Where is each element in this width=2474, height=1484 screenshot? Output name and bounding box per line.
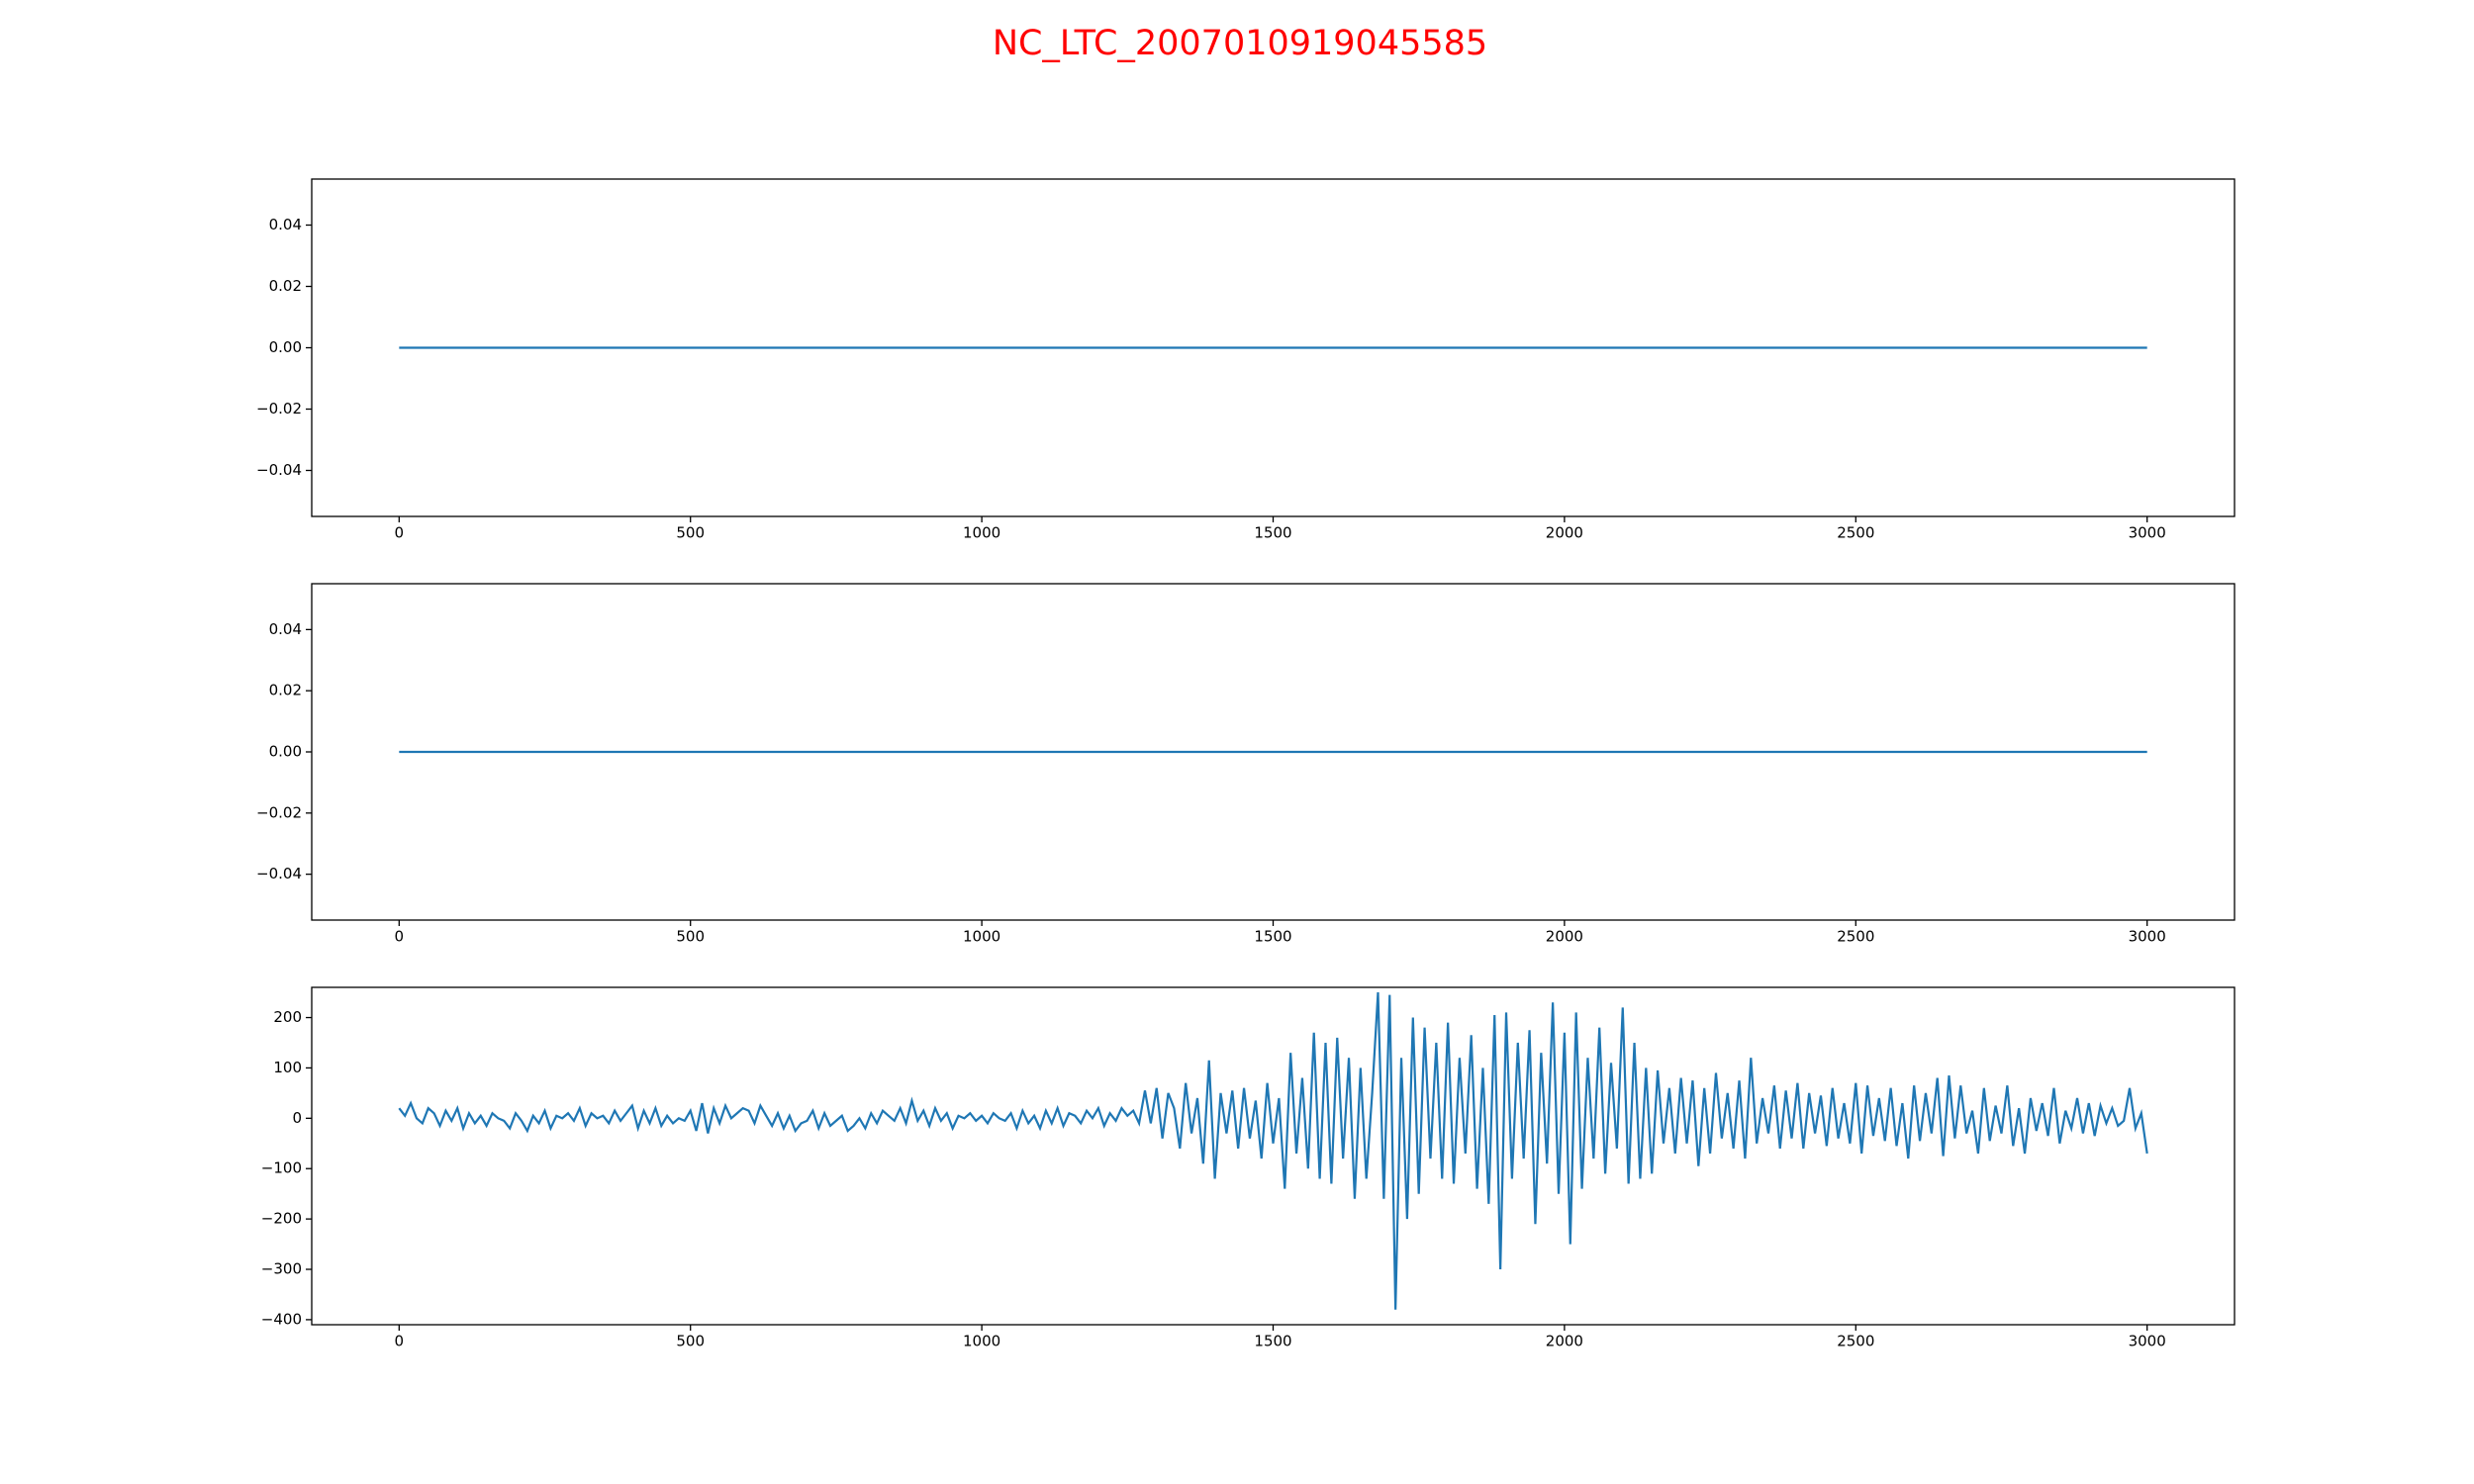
y-tick-label: 0.04 xyxy=(269,620,302,638)
x-tick-label: 2500 xyxy=(1837,928,1874,946)
y-tick-label: 0.00 xyxy=(269,338,302,356)
y-tick-label: 100 xyxy=(273,1059,302,1076)
y-tick-label: −200 xyxy=(261,1210,302,1228)
y-tick-label: −300 xyxy=(261,1260,302,1278)
y-tick-label: 0.02 xyxy=(269,682,302,699)
y-tick-label: −0.02 xyxy=(256,400,302,417)
x-tick-label: 1500 xyxy=(1254,928,1291,946)
figure-title: NC_LTC_2007010919045585 xyxy=(993,24,1487,63)
trace xyxy=(398,992,2148,1310)
x-tick-label: 3000 xyxy=(2129,928,2166,946)
y-tick-label: −100 xyxy=(261,1159,302,1177)
x-tick-label: 500 xyxy=(676,524,705,542)
y-tick-label: −0.04 xyxy=(256,461,302,479)
x-tick-label: 0 xyxy=(395,524,405,542)
x-tick-label: 0 xyxy=(395,928,405,946)
x-tick-label: 0 xyxy=(395,1333,405,1350)
x-tick-label: 2000 xyxy=(1546,928,1583,946)
x-tick-label: 2500 xyxy=(1837,1333,1874,1350)
y-tick-label: −400 xyxy=(261,1310,302,1328)
x-tick-label: 500 xyxy=(676,928,705,946)
y-tick-label: 0.02 xyxy=(269,277,302,295)
y-tick-label: −0.02 xyxy=(256,803,302,821)
y-tick-label: 0 xyxy=(292,1109,302,1127)
y-tick-label: 200 xyxy=(273,1008,302,1026)
x-tick-label: 1000 xyxy=(963,1333,1000,1350)
y-tick-label: 0.04 xyxy=(269,216,302,233)
x-tick-label: 2000 xyxy=(1546,524,1583,542)
y-tick-label: 0.00 xyxy=(269,743,302,761)
x-tick-label: 3000 xyxy=(2129,524,2166,542)
x-tick-label: 1000 xyxy=(963,524,1000,542)
x-tick-label: 1000 xyxy=(963,928,1000,946)
x-tick-label: 1500 xyxy=(1254,1333,1291,1350)
y-tick-label: −0.04 xyxy=(256,865,302,882)
x-tick-label: 2000 xyxy=(1546,1333,1583,1350)
x-tick-label: 500 xyxy=(676,1333,705,1350)
x-tick-label: 2500 xyxy=(1837,524,1874,542)
x-tick-label: 3000 xyxy=(2129,1333,2166,1350)
x-tick-label: 1500 xyxy=(1254,524,1291,542)
